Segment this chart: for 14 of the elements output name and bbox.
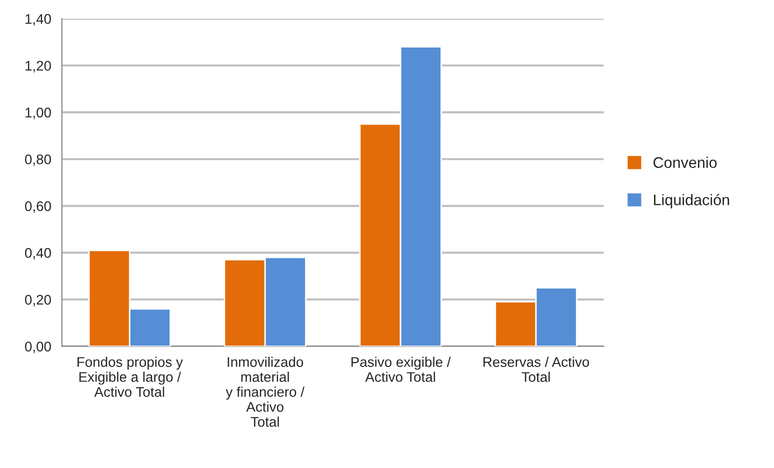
- y-tick-label: 0,20: [25, 294, 51, 306]
- x-tick-label: Inmovilizado material y financiero / Activo Total: [226, 356, 304, 427]
- x-tick-label: Reservas / Activo Total: [483, 356, 590, 382]
- y-tick-label: 0,40: [25, 248, 51, 260]
- legend-label: Convenio: [654, 156, 717, 168]
- y-tick-label: 1,00: [26, 108, 51, 120]
- y-tick-label: 0,80: [25, 154, 51, 166]
- y-tick-label: 0,00: [25, 342, 51, 354]
- y-tick-label: 0,60: [25, 201, 51, 213]
- x-tick-label: Pasivo exigible / Activo Total: [352, 356, 451, 382]
- y-tick-label: 1,20: [26, 60, 51, 72]
- x-tick-label: Fondos propios y Exigible a largo / Activo Total: [78, 356, 183, 397]
- legend-label: Liquidación: [654, 194, 730, 208]
- y-tick-label: 1,40: [26, 14, 51, 26]
